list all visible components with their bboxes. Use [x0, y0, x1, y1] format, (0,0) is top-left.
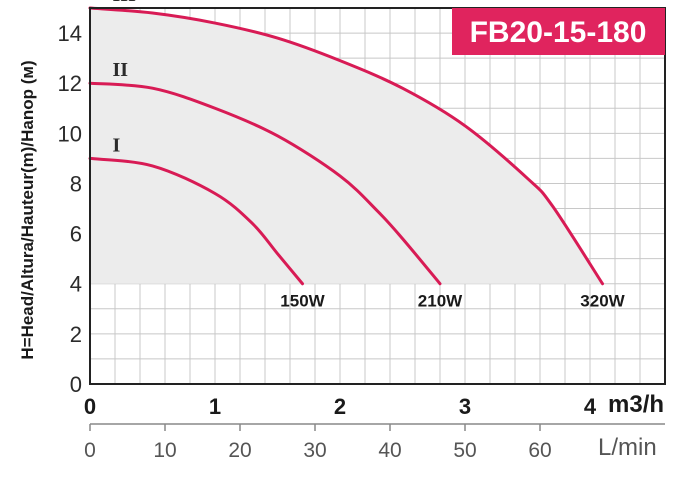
curve-2 [88, 81, 442, 286]
curve-3 [88, 6, 604, 286]
curves [88, 6, 604, 286]
y-tick-labels: 0 2 4 6 8 10 12 14 [58, 21, 82, 397]
y-tick-label: 12 [58, 71, 82, 96]
x-tick-label-m3h: 1 [209, 394, 221, 419]
x-unit-m3h: m3/h [608, 391, 664, 418]
curve-labels: I 150W II 210W III 320W [113, 0, 626, 311]
x-tick-label-m3h: 3 [459, 394, 471, 419]
y-tick-label: 6 [70, 222, 82, 247]
y-tick-label: 0 [70, 372, 82, 397]
x-tick-label-lmin: 60 [528, 439, 551, 462]
power-label-3: 320W [580, 292, 625, 311]
power-label-2: 210W [418, 292, 463, 311]
y-tick-label: 10 [58, 121, 82, 146]
curve-id-2: II [113, 59, 129, 81]
curve-id-3: III [113, 0, 137, 6]
y-tick-label: 4 [70, 272, 82, 297]
title-badge [452, 8, 665, 55]
plot-frame [89, 7, 666, 385]
x-tick-label-lmin: 30 [303, 439, 326, 462]
x-tick-label-m3h: 2 [334, 394, 346, 419]
x-unit-lmin: L/min [598, 434, 657, 461]
x-tick-label-lmin: 20 [228, 439, 251, 462]
x-tick-label-lmin: 0 [84, 439, 96, 462]
secondary-axis-ticks [89, 424, 541, 431]
y-tick-label: 8 [70, 171, 82, 196]
x-tick-labels-lmin: 0 10 20 30 40 50 60 [84, 439, 552, 462]
x-tick-labels-m3h: 0 1 2 3 4 [84, 394, 597, 419]
y-axis-label: H=Head/Altura/Hauteur(m)/Hanop (м) [18, 60, 37, 359]
y-tick-label: 2 [70, 322, 82, 347]
curve-id-1: I [113, 134, 121, 156]
curve-1 [88, 156, 304, 286]
operating-area-fill [90, 8, 603, 284]
x-tick-label-lmin: 10 [153, 439, 176, 462]
y-tick-label: 14 [58, 21, 82, 46]
chart-title: FB20-15-180 [470, 16, 647, 49]
x-tick-label-m3h: 0 [84, 394, 96, 419]
x-tick-label-lmin: 40 [378, 439, 401, 462]
x-tick-label-lmin: 50 [453, 439, 476, 462]
x-tick-label-m3h: 4 [584, 394, 597, 419]
power-label-1: 150W [280, 292, 325, 311]
